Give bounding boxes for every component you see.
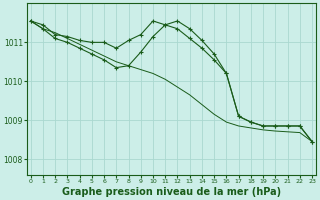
X-axis label: Graphe pression niveau de la mer (hPa): Graphe pression niveau de la mer (hPa): [62, 187, 281, 197]
